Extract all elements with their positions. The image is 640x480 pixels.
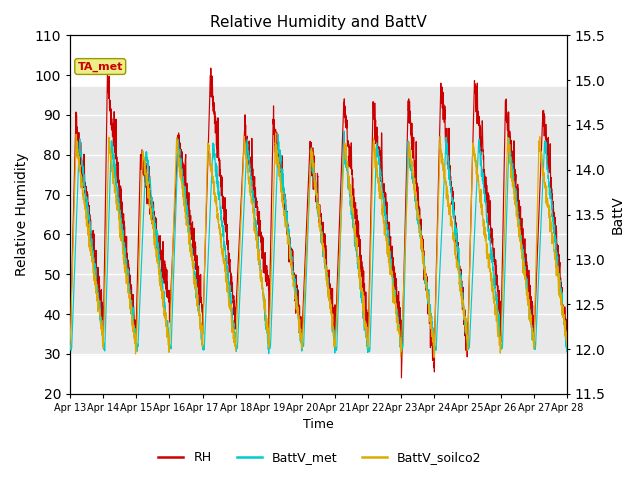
X-axis label: Time: Time: [303, 419, 334, 432]
Y-axis label: Relative Humidity: Relative Humidity: [15, 153, 29, 276]
Legend: RH, BattV_met, BattV_soilco2: RH, BattV_met, BattV_soilco2: [154, 446, 486, 469]
Bar: [70, 87, 567, 354]
Title: Relative Humidity and BattV: Relative Humidity and BattV: [210, 15, 427, 30]
Y-axis label: BattV: BattV: [611, 195, 625, 234]
Text: TA_met: TA_met: [77, 61, 123, 72]
